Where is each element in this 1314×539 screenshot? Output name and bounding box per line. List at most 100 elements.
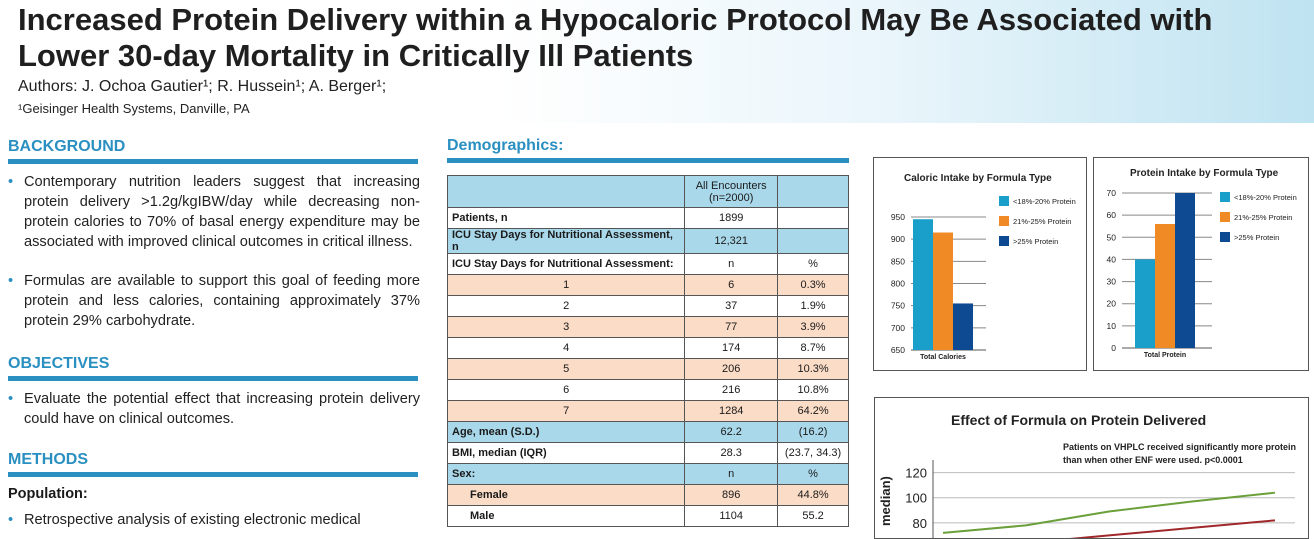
table-row: Patients, n 1899 — [446, 207, 849, 229]
row-count: 37 — [684, 295, 779, 317]
table-row: 5 206 10.3% — [446, 358, 849, 380]
row-label: 3 — [446, 316, 686, 338]
population-label: Population: — [8, 486, 88, 502]
row-count: 77 — [684, 316, 779, 338]
bar-3 — [1175, 193, 1195, 348]
legend-swatch — [1220, 212, 1230, 222]
row-percent — [777, 207, 849, 229]
row-count: 216 — [684, 379, 779, 401]
demographics-heading: Demographics: — [447, 137, 564, 154]
row-percent: 0.3% — [777, 274, 849, 296]
row-count: 6 — [684, 274, 779, 296]
authors-line: Authors: J. Ochoa Gautier¹; R. Hussein¹;… — [18, 78, 387, 95]
row-label: Patients, n — [446, 207, 686, 229]
bullet-dot-icon: • — [8, 391, 14, 407]
y-tick-label: 0 — [1111, 343, 1116, 353]
row-count: 174 — [684, 337, 779, 359]
y-tick-label: 750 — [891, 301, 905, 311]
row-label: 5 — [446, 358, 686, 380]
line-chart-annotation: Patients on VHPLC received significantly… — [1063, 442, 1297, 465]
background-heading: BACKGROUND — [8, 138, 126, 155]
y-tick-label: 950 — [891, 212, 905, 222]
protein-delivered-chart: Effect of Formula on Protein Delivered P… — [874, 397, 1309, 539]
row-label: Age, mean (S.D.) — [446, 421, 686, 443]
row-count: 28.3 — [684, 442, 779, 464]
row-label: Male — [446, 505, 686, 527]
row-percent — [777, 228, 849, 254]
y-tick-label: 120 — [905, 466, 927, 481]
objectives-bullet-1: • Evaluate the potential effect that inc… — [8, 391, 420, 427]
background-bullet-2: • Formulas are available to support this… — [8, 273, 420, 329]
legend-swatch — [999, 196, 1009, 206]
row-label: Sex: — [446, 463, 686, 485]
caloric-chart-svg: 650 700 750 800 850 900 950 Total Calories — [891, 212, 986, 361]
objectives-heading: OBJECTIVES — [8, 355, 110, 372]
line-chart-title: Effect of Formula on Protein Delivered — [951, 412, 1207, 428]
protein-intake-chart: Protein Intake by Formula Type 0 10 20 30 40… — [1093, 157, 1309, 371]
row-label: 1 — [446, 274, 686, 296]
y-tick-label: 850 — [891, 256, 905, 266]
bar-2 — [933, 232, 953, 350]
row-percent: 44.8% — [777, 484, 849, 506]
caloric-intake-chart: Caloric Intake by Formula Type 650 700 750… — [873, 157, 1087, 371]
x-category-label: Total Protein — [1144, 352, 1186, 359]
row-count: 206 — [684, 358, 779, 380]
line-chart-svg: 80 100 120 — [905, 460, 1295, 538]
y-tick-label: 10 — [1107, 321, 1117, 331]
table-row: 2 37 1.9% — [446, 295, 849, 317]
row-percent: 3.9% — [777, 316, 849, 338]
row-percent: (16.2) — [777, 421, 849, 443]
protein-chart-svg: 0 10 20 30 40 50 60 70 Total Protein — [1107, 188, 1212, 359]
demographics-rule — [447, 158, 849, 163]
row-percent: 10.3% — [777, 358, 849, 380]
y-tick-label: 40 — [1107, 254, 1117, 264]
poster-title: Increased Protein Delivery within a Hypo… — [18, 2, 1213, 73]
demographics-table: All Encounters (n=2000) Patients, n 1899 I… — [446, 175, 849, 527]
row-count: 1284 — [684, 400, 779, 422]
methods-bullet-1: • Retrospective analysis of existing ele… — [8, 512, 361, 528]
y-tick-label: 900 — [891, 234, 905, 244]
row-label: BMI, median (IQR) — [446, 442, 686, 464]
legend-swatch — [999, 236, 1009, 246]
poster-header: Increased Protein Delivery within a Hypo… — [0, 0, 1314, 123]
row-percent: 55.2 — [777, 505, 849, 527]
row-count: 896 — [684, 484, 779, 506]
row-count: 1104 — [684, 505, 779, 527]
row-count: 1899 — [684, 207, 779, 229]
table-row: Sex: n% — [446, 463, 849, 485]
row-percent: % — [777, 463, 849, 485]
table-row: Age, mean (S.D.) 62.2 (16.2) — [446, 421, 849, 443]
y-tick-label: 20 — [1107, 299, 1117, 309]
row-percent: (23.7, 34.3) — [777, 442, 849, 464]
row-label: Female — [446, 484, 686, 506]
row-label: 2 — [446, 295, 686, 317]
caloric-chart-title: Caloric Intake by Formula Type — [904, 173, 1052, 184]
legend-swatch — [1220, 232, 1230, 242]
objectives-rule — [8, 376, 418, 381]
y-tick-label: 50 — [1107, 232, 1117, 242]
bullet-dot-icon: • — [8, 512, 14, 528]
y-tick-label: 30 — [1107, 277, 1117, 287]
y-tick-label: 700 — [891, 323, 905, 333]
bar-1 — [1135, 259, 1155, 348]
bar-1 — [913, 219, 933, 350]
y-tick-label: 70 — [1107, 188, 1117, 198]
bar-3 — [953, 303, 973, 350]
y-tick-label: 100 — [905, 491, 927, 506]
table-row: 7 1284 64.2% — [446, 400, 849, 422]
row-percent: 64.2% — [777, 400, 849, 422]
row-label: ICU Stay Days for Nutritional Assessment… — [446, 253, 686, 275]
row-percent: 10.8% — [777, 379, 849, 401]
y-tick-label: 60 — [1107, 210, 1117, 220]
all-encounters-header: All Encounters (n=2000) — [684, 175, 779, 208]
table-row: BMI, median (IQR) 28.3 (23.7, 34.3) — [446, 442, 849, 464]
row-label: 4 — [446, 337, 686, 359]
table-header-row: All Encounters (n=2000) — [446, 175, 849, 208]
table-row: Male 1104 55.2 — [446, 505, 849, 527]
affiliation-line: ¹Geisinger Health Systems, Danville, PA — [18, 101, 250, 116]
background-bullet-1: • Contemporary nutrition leaders suggest… — [8, 174, 420, 250]
x-category-label: Total Calories — [920, 354, 966, 361]
row-count: 12,321 — [684, 228, 779, 254]
row-percent: 1.9% — [777, 295, 849, 317]
row-percent: 8.7% — [777, 337, 849, 359]
